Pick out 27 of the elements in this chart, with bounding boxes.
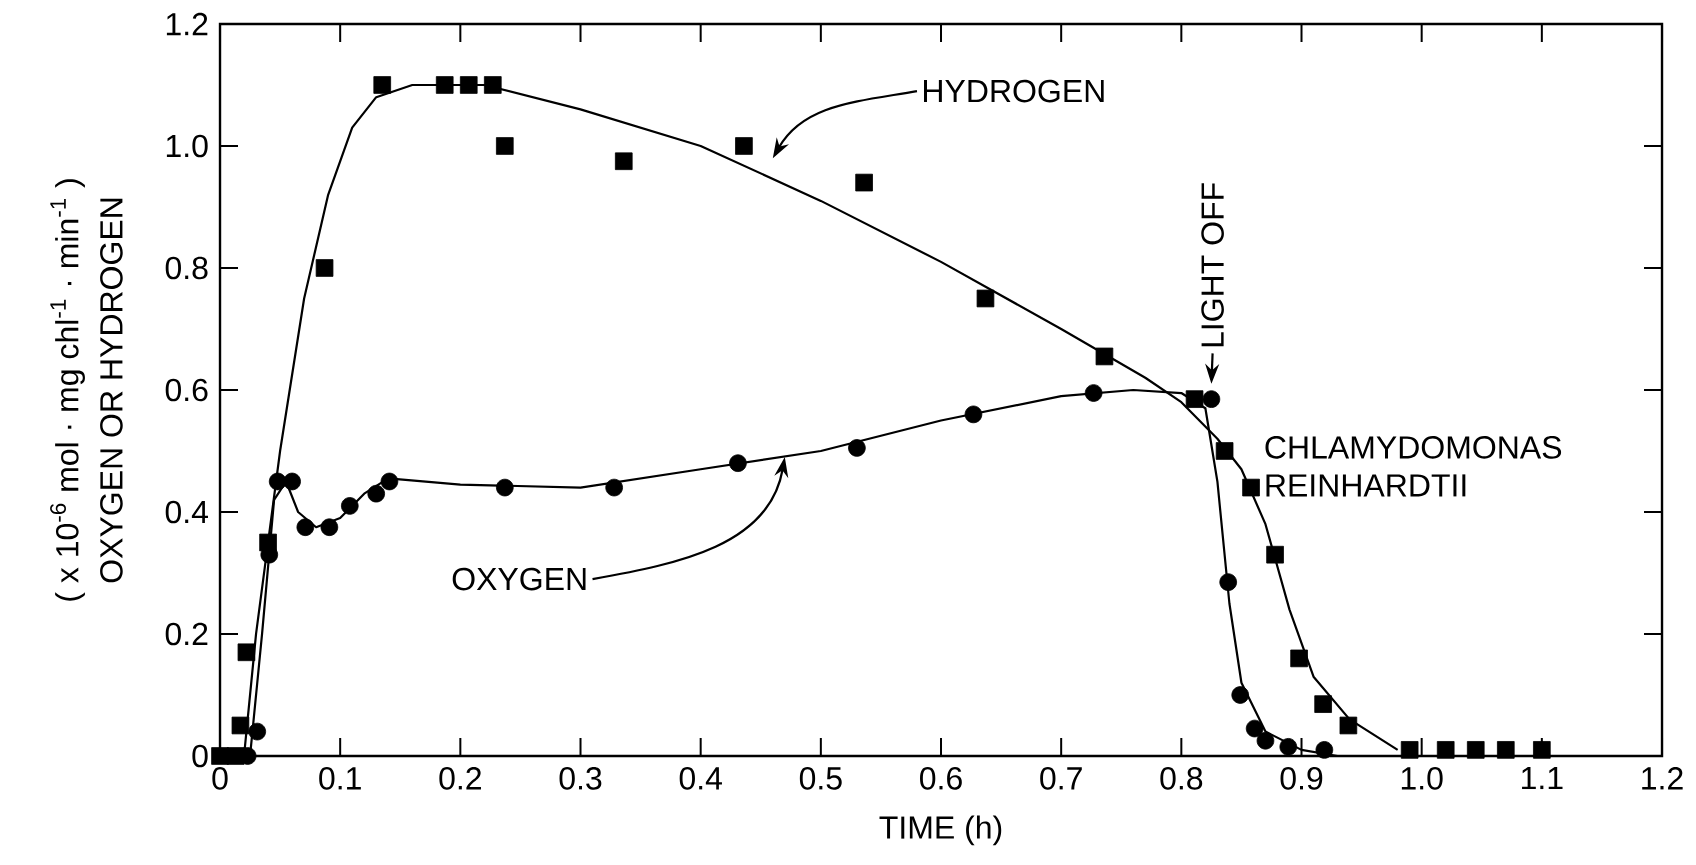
y-tick-label: 0.2 (165, 622, 208, 646)
x-tick-label: 0.1 (319, 767, 361, 790)
x-tick-label: 0.8 (1160, 767, 1203, 790)
x-tick-label: 0 (212, 767, 228, 790)
x-tick-label: 0.3 (559, 767, 602, 790)
y-tick-label: 0.8 (165, 256, 208, 280)
text: ( x 10$^{-6}$ mol · mg chl$^{-1}$ · min$^{-1}$ ) (50, 179, 85, 601)
x-tick-label: 1.2 (1642, 767, 1683, 790)
y-tick-label: 1.2 (166, 12, 208, 36)
x-tick-label: 0.2 (439, 767, 481, 790)
y-tick-label: 0 (192, 744, 208, 768)
y-tick-label: 0.4 (165, 500, 208, 524)
x-tick-label: 0.5 (799, 767, 842, 790)
annotation: OXYGEN (452, 567, 586, 591)
x-tick-label: 0.7 (1040, 767, 1082, 790)
annotation: CHLAMYDOMONAS REINHARDTII (1265, 436, 1562, 497)
x-tick-label: 0.9 (1280, 767, 1323, 790)
annotation: HYDROGEN (924, 79, 1104, 103)
x-tick-label: 0.6 (920, 767, 962, 790)
y-tick-label: 1.0 (166, 134, 208, 158)
x-axis-title: TIME (h) (879, 815, 1002, 846)
x-tick-label: 1.0 (1401, 767, 1443, 790)
x-tick-label: 0.4 (679, 767, 722, 790)
annotation: LIGHT OFF (1201, 183, 1224, 347)
x-tick-label: 1.1 (1522, 767, 1563, 790)
y-tick-label: 0.6 (165, 378, 208, 402)
y-axis-title: OXYGEN OR HYDROGEN (100, 198, 123, 583)
